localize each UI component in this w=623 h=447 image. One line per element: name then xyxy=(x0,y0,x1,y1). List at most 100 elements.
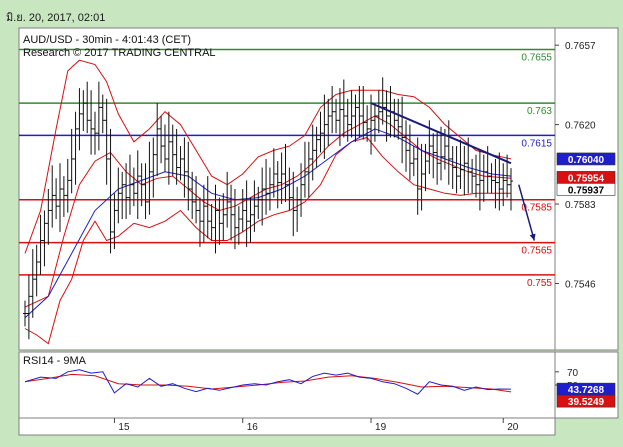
candle-122 xyxy=(497,152,502,211)
candle-14 xyxy=(77,88,82,151)
candle-3 xyxy=(34,244,39,297)
candle-77 xyxy=(322,94,327,159)
candle-39 xyxy=(174,128,179,185)
candle-118 xyxy=(481,154,486,202)
candle-58 xyxy=(248,197,253,243)
candle-13 xyxy=(73,111,78,185)
level-label-2: 0.7615 xyxy=(521,138,552,149)
candle-48 xyxy=(209,204,214,241)
price-tag-label-1: 0.75954 xyxy=(568,173,605,184)
candle-36 xyxy=(162,124,167,172)
rsi-tick-label-0: 70 xyxy=(567,368,579,379)
candle-71 xyxy=(299,163,304,217)
candle-120 xyxy=(489,163,494,194)
candle-84 xyxy=(349,90,354,138)
candle-4 xyxy=(38,214,43,275)
candle-76 xyxy=(318,111,323,153)
candle-2 xyxy=(30,249,35,318)
candle-62 xyxy=(264,158,269,215)
price-tag-box-2 xyxy=(556,183,616,196)
candle-70 xyxy=(295,186,300,232)
candle-67 xyxy=(283,143,288,202)
candle-8 xyxy=(54,178,59,220)
candle-112 xyxy=(458,139,463,189)
candle-46 xyxy=(201,184,206,243)
candle-60 xyxy=(256,186,261,220)
candle-110 xyxy=(450,146,455,189)
candle-91 xyxy=(376,90,381,134)
candle-0 xyxy=(23,300,27,327)
candle-96 xyxy=(396,98,401,140)
candle-66 xyxy=(279,152,284,205)
rsi-tag-label-0: 43.7268 xyxy=(568,385,605,396)
candle-44 xyxy=(194,176,199,224)
x-tick-label-3: 20 xyxy=(507,422,519,433)
bollinger-upper-line xyxy=(24,59,512,254)
candle-116 xyxy=(474,154,479,198)
candle-69 xyxy=(291,171,296,237)
candle-42 xyxy=(186,141,191,211)
candle-7 xyxy=(50,165,55,228)
candle-82 xyxy=(341,79,346,138)
candle-101 xyxy=(415,137,420,215)
candle-18 xyxy=(92,111,97,155)
candle-28 xyxy=(131,167,136,207)
candle-109 xyxy=(446,120,451,185)
candle-83 xyxy=(345,98,350,142)
level-label-4: 0.7565 xyxy=(521,246,552,257)
candle-16 xyxy=(85,81,90,134)
candle-22 xyxy=(108,128,113,254)
candle-15 xyxy=(81,90,86,132)
candle-87 xyxy=(361,85,366,140)
candle-113 xyxy=(462,146,467,196)
candle-32 xyxy=(147,141,152,215)
candle-65 xyxy=(275,161,280,209)
candle-111 xyxy=(454,146,459,194)
candle-72 xyxy=(302,141,307,198)
candle-29 xyxy=(135,150,140,220)
candle-88 xyxy=(365,105,370,142)
candle-19 xyxy=(96,81,101,151)
candle-50 xyxy=(217,197,222,245)
x-tick-label-1: 16 xyxy=(247,422,259,433)
rsi-line xyxy=(24,369,512,395)
forecast-arrow-line xyxy=(518,184,536,241)
candle-33 xyxy=(151,137,156,198)
main-plot-area xyxy=(18,27,556,351)
candle-102 xyxy=(419,143,424,211)
candle-51 xyxy=(221,193,226,241)
candle-61 xyxy=(260,167,265,226)
candle-5 xyxy=(42,210,47,267)
candle-30 xyxy=(139,163,144,207)
candle-11 xyxy=(65,158,70,213)
resistance-trendline xyxy=(370,102,512,165)
rsi-label: RSI14 - 9MA xyxy=(23,355,87,367)
candle-105 xyxy=(431,133,436,179)
level-label-0: 0.7655 xyxy=(521,52,552,63)
candle-9 xyxy=(57,163,62,232)
y-tick-label-3: 0.7546 xyxy=(565,279,596,290)
candle-31 xyxy=(143,163,148,220)
candle-43 xyxy=(190,171,195,220)
candle-49 xyxy=(213,184,218,254)
level-label-1: 0.763 xyxy=(527,106,552,117)
candle-93 xyxy=(384,90,389,142)
candle-80 xyxy=(334,98,339,134)
level-label-5: 0.755 xyxy=(527,278,552,289)
candle-64 xyxy=(271,148,276,198)
candle-53 xyxy=(229,184,234,241)
time-axis xyxy=(18,417,556,436)
candle-63 xyxy=(267,167,272,211)
candle-99 xyxy=(407,124,412,181)
candle-37 xyxy=(166,111,171,185)
candle-12 xyxy=(69,128,74,194)
candle-86 xyxy=(357,85,362,138)
candle-75 xyxy=(314,126,319,168)
price-tag-label-0: 0.76040 xyxy=(568,155,605,166)
price-tag-label-2: 0.75937 xyxy=(568,185,605,196)
candle-115 xyxy=(470,158,475,194)
candle-40 xyxy=(178,146,183,181)
candle-35 xyxy=(159,116,164,164)
candle-1 xyxy=(26,274,31,340)
candle-6 xyxy=(46,189,51,245)
